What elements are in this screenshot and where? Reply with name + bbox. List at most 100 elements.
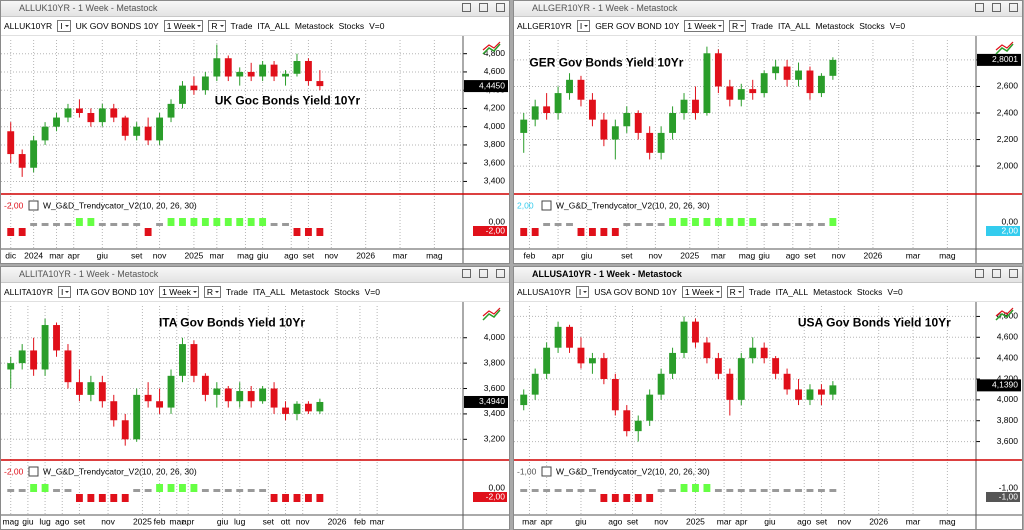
- candle-body: [829, 385, 837, 395]
- indicator-bar: [749, 489, 757, 492]
- candle-body: [282, 73, 289, 77]
- indicator-bar: [224, 218, 232, 226]
- x-tick-label: mag: [2, 516, 19, 526]
- indicator-value: 2,00: [517, 200, 534, 210]
- chart-icon: [482, 41, 501, 51]
- indicator-bar: [588, 228, 596, 236]
- price-badge-label: 4,1390: [992, 380, 1018, 390]
- x-tick-label: apr: [68, 250, 80, 260]
- candle-body: [98, 382, 106, 402]
- indicator-checkbox: [541, 200, 552, 211]
- maximize-button[interactable]: [479, 3, 488, 12]
- indicator-bar: [634, 223, 642, 226]
- candle-body: [806, 70, 814, 94]
- x-tick-label: mar: [370, 516, 385, 526]
- x-tick-label: ago: [797, 516, 811, 526]
- toolbar-dropdown[interactable]: 1 Week: [159, 286, 199, 298]
- indicator-bar: [236, 218, 244, 226]
- toolbar-item: GER GOV BOND 10Y: [595, 21, 680, 31]
- indicator-bar: [772, 223, 780, 226]
- indicator-bar: [749, 218, 757, 226]
- indicator-bar: [737, 489, 745, 492]
- toolbar-dropdown[interactable]: R: [208, 20, 226, 32]
- indicator-bar: [201, 489, 209, 492]
- candle-body: [270, 64, 278, 77]
- indicator-badge-label: 2,00: [1001, 225, 1018, 235]
- x-tick-label: mar: [717, 516, 732, 526]
- indicator-bar: [611, 494, 619, 502]
- chart-title: UK Goc Bonds Yield 10Yr: [215, 93, 361, 107]
- maximize-button[interactable]: [992, 3, 1001, 12]
- minimize-button[interactable]: [975, 269, 984, 278]
- x-tick-label: ago: [786, 250, 800, 260]
- candle-body: [737, 358, 745, 400]
- price-badge: [977, 53, 1021, 66]
- toolbar-dropdown[interactable]: I: [576, 20, 591, 32]
- toolbar-item: ALLUK10YR: [4, 21, 53, 31]
- toolbar-dropdown[interactable]: R: [726, 286, 744, 298]
- indicator-bar: [144, 228, 152, 236]
- candle-body: [577, 79, 585, 100]
- window-buttons: [462, 3, 505, 12]
- minimize-button[interactable]: [462, 269, 471, 278]
- candle-body: [623, 113, 631, 127]
- indicator-bar: [41, 223, 49, 226]
- toolbar-item: Stocks: [338, 21, 365, 31]
- toolbar-dropdown[interactable]: 1 Week: [163, 20, 204, 32]
- candle-body: [224, 388, 232, 402]
- y-tick-label: 2,200: [997, 134, 1019, 144]
- chart-title: ITA Gov Bonds Yield 10Yr: [159, 316, 305, 330]
- indicator-bar: [282, 223, 289, 226]
- candle-body: [737, 89, 745, 100]
- x-tick-label: ott: [281, 516, 291, 526]
- x-tick-label: apr: [540, 516, 552, 526]
- close-button[interactable]: [496, 269, 505, 278]
- close-button[interactable]: [496, 3, 505, 12]
- indicator-bar: [588, 489, 596, 492]
- candle-body: [304, 60, 312, 82]
- x-tick-label: feb: [154, 516, 166, 526]
- x-tick-label: apr: [182, 516, 194, 526]
- title-bar: ALLUK10YR - 1 Week - Metastock: [1, 1, 509, 17]
- chart-icon: [995, 43, 1014, 55]
- indicator-bar: [795, 489, 802, 492]
- x-tick-label: ago: [55, 516, 69, 526]
- toolbar-dropdown[interactable]: I: [57, 286, 72, 298]
- candle-body: [201, 76, 209, 91]
- close-button[interactable]: [1009, 269, 1018, 278]
- toolbar-dropdown[interactable]: 1 Week: [681, 286, 722, 298]
- toolbar-dropdown[interactable]: 1 Week: [684, 20, 724, 32]
- indicator-bar: [213, 218, 221, 226]
- indicator-name: W_G&D_Trendycator_V2: [556, 466, 652, 476]
- candle-body: [304, 403, 312, 412]
- indicator-bar: [714, 489, 722, 492]
- chart-icon: [482, 309, 501, 321]
- candle-body: [98, 108, 106, 123]
- candle-body: [760, 73, 768, 94]
- minimize-button[interactable]: [975, 3, 984, 12]
- indicator-bar: [179, 484, 186, 492]
- maximize-button[interactable]: [479, 269, 488, 278]
- x-tick-label: giu: [257, 250, 269, 260]
- maximize-button[interactable]: [992, 269, 1001, 278]
- toolbar-dropdown[interactable]: I: [57, 20, 71, 32]
- indicator-bar: [760, 223, 768, 226]
- indicator-bar: [634, 494, 642, 502]
- minimize-button[interactable]: [462, 3, 471, 12]
- toolbar-dropdown[interactable]: R: [728, 20, 747, 32]
- price-badge-label: 4,4450: [479, 80, 505, 90]
- x-tick-label: giu: [97, 250, 109, 260]
- indicator-bar: [554, 223, 562, 226]
- toolbar-dropdown[interactable]: I: [575, 286, 590, 298]
- y-tick-label: 3,200: [484, 434, 506, 444]
- toolbar-dropdown[interactable]: R: [203, 286, 221, 298]
- indicator-params: (10, 20, 26, 30): [652, 200, 710, 210]
- candle-body: [726, 86, 734, 100]
- candle-body: [680, 321, 688, 353]
- title-bar: ALLGER10YR - 1 Week - Metastock: [514, 1, 1022, 17]
- window-buttons: [462, 269, 505, 278]
- indicator-bar: [224, 489, 232, 492]
- title-bar: ALLITA10YR - 1 Week - Metastock: [1, 267, 509, 283]
- close-button[interactable]: [1009, 3, 1018, 12]
